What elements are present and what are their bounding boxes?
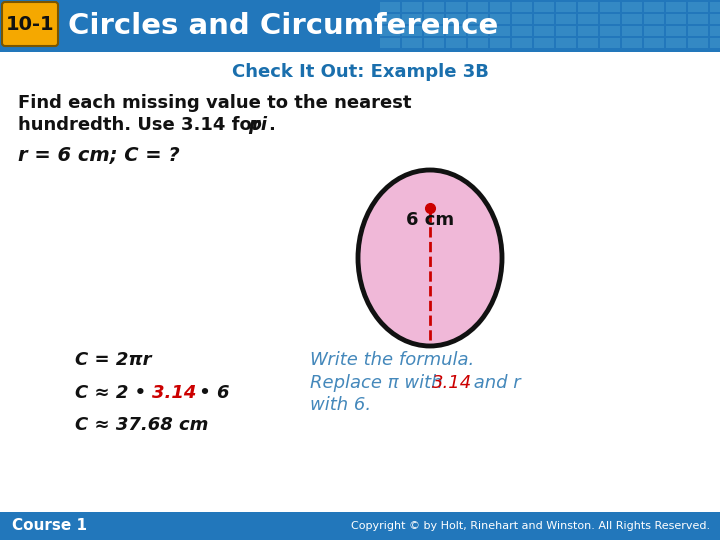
Bar <box>688 2 708 12</box>
Bar <box>402 2 422 12</box>
Bar <box>666 14 686 24</box>
Bar <box>710 26 720 36</box>
Bar <box>402 14 422 24</box>
Text: and r: and r <box>468 374 521 392</box>
Bar <box>600 26 620 36</box>
Text: .: . <box>268 116 275 134</box>
Text: hundredth. Use 3.14 for: hundredth. Use 3.14 for <box>18 116 267 134</box>
Ellipse shape <box>358 170 502 346</box>
Bar <box>424 26 444 36</box>
Bar <box>688 26 708 36</box>
Bar <box>446 38 466 48</box>
Bar <box>534 2 554 12</box>
Bar <box>424 38 444 48</box>
Bar <box>424 14 444 24</box>
Bar <box>600 2 620 12</box>
Bar <box>512 14 532 24</box>
Text: Find each missing value to the nearest: Find each missing value to the nearest <box>18 94 412 112</box>
Bar <box>402 26 422 36</box>
Text: Replace π with: Replace π with <box>310 374 449 392</box>
Text: Circles and Circumference: Circles and Circumference <box>68 12 498 40</box>
Bar <box>644 14 664 24</box>
Bar <box>0 0 720 52</box>
Bar <box>468 2 488 12</box>
Bar <box>402 38 422 48</box>
FancyBboxPatch shape <box>2 2 58 46</box>
Bar <box>446 14 466 24</box>
Text: Check It Out: Example 3B: Check It Out: Example 3B <box>232 63 488 81</box>
Bar <box>710 2 720 12</box>
Bar <box>380 14 400 24</box>
Bar <box>622 26 642 36</box>
Bar <box>578 38 598 48</box>
Bar <box>468 14 488 24</box>
Bar <box>600 38 620 48</box>
Bar <box>644 2 664 12</box>
Bar <box>600 14 620 24</box>
Bar <box>710 14 720 24</box>
Bar <box>490 2 510 12</box>
Bar <box>0 512 720 540</box>
Bar <box>666 2 686 12</box>
Bar <box>666 38 686 48</box>
Text: with 6.: with 6. <box>310 396 371 414</box>
Bar <box>622 38 642 48</box>
Bar <box>512 38 532 48</box>
Bar <box>490 26 510 36</box>
Text: 3.14: 3.14 <box>432 374 472 392</box>
Text: 6 cm: 6 cm <box>406 211 454 229</box>
Bar <box>556 14 576 24</box>
Text: C ≈ 37.68 cm: C ≈ 37.68 cm <box>75 416 208 434</box>
Bar <box>710 38 720 48</box>
Text: C = 2πr: C = 2πr <box>75 351 151 369</box>
Text: Copyright © by Holt, Rinehart and Winston. All Rights Reserved.: Copyright © by Holt, Rinehart and Winsto… <box>351 521 710 531</box>
Bar <box>512 2 532 12</box>
Bar <box>666 26 686 36</box>
Bar <box>424 2 444 12</box>
Bar <box>688 38 708 48</box>
Bar <box>578 26 598 36</box>
Bar <box>644 38 664 48</box>
Text: Course 1: Course 1 <box>12 518 87 534</box>
Bar <box>688 14 708 24</box>
Text: 10-1: 10-1 <box>6 15 54 33</box>
Bar <box>578 14 598 24</box>
Text: • 6: • 6 <box>193 384 230 402</box>
Bar <box>512 26 532 36</box>
Bar <box>380 38 400 48</box>
Bar <box>380 26 400 36</box>
Text: 3.14: 3.14 <box>152 384 197 402</box>
Bar <box>380 2 400 12</box>
Text: Write the formula.: Write the formula. <box>310 351 474 369</box>
Bar <box>468 38 488 48</box>
Bar <box>490 14 510 24</box>
Bar <box>446 2 466 12</box>
Text: pi: pi <box>248 116 267 134</box>
Bar <box>534 26 554 36</box>
Bar <box>622 2 642 12</box>
Bar <box>556 38 576 48</box>
Bar <box>556 2 576 12</box>
Bar <box>578 2 598 12</box>
Text: C ≈ 2 •: C ≈ 2 • <box>75 384 153 402</box>
Bar <box>622 14 642 24</box>
Text: r = 6 cm; C = ?: r = 6 cm; C = ? <box>18 146 180 165</box>
Bar <box>534 14 554 24</box>
Bar <box>556 26 576 36</box>
Bar <box>644 26 664 36</box>
Bar <box>490 38 510 48</box>
Bar <box>534 38 554 48</box>
Bar <box>468 26 488 36</box>
Bar <box>446 26 466 36</box>
